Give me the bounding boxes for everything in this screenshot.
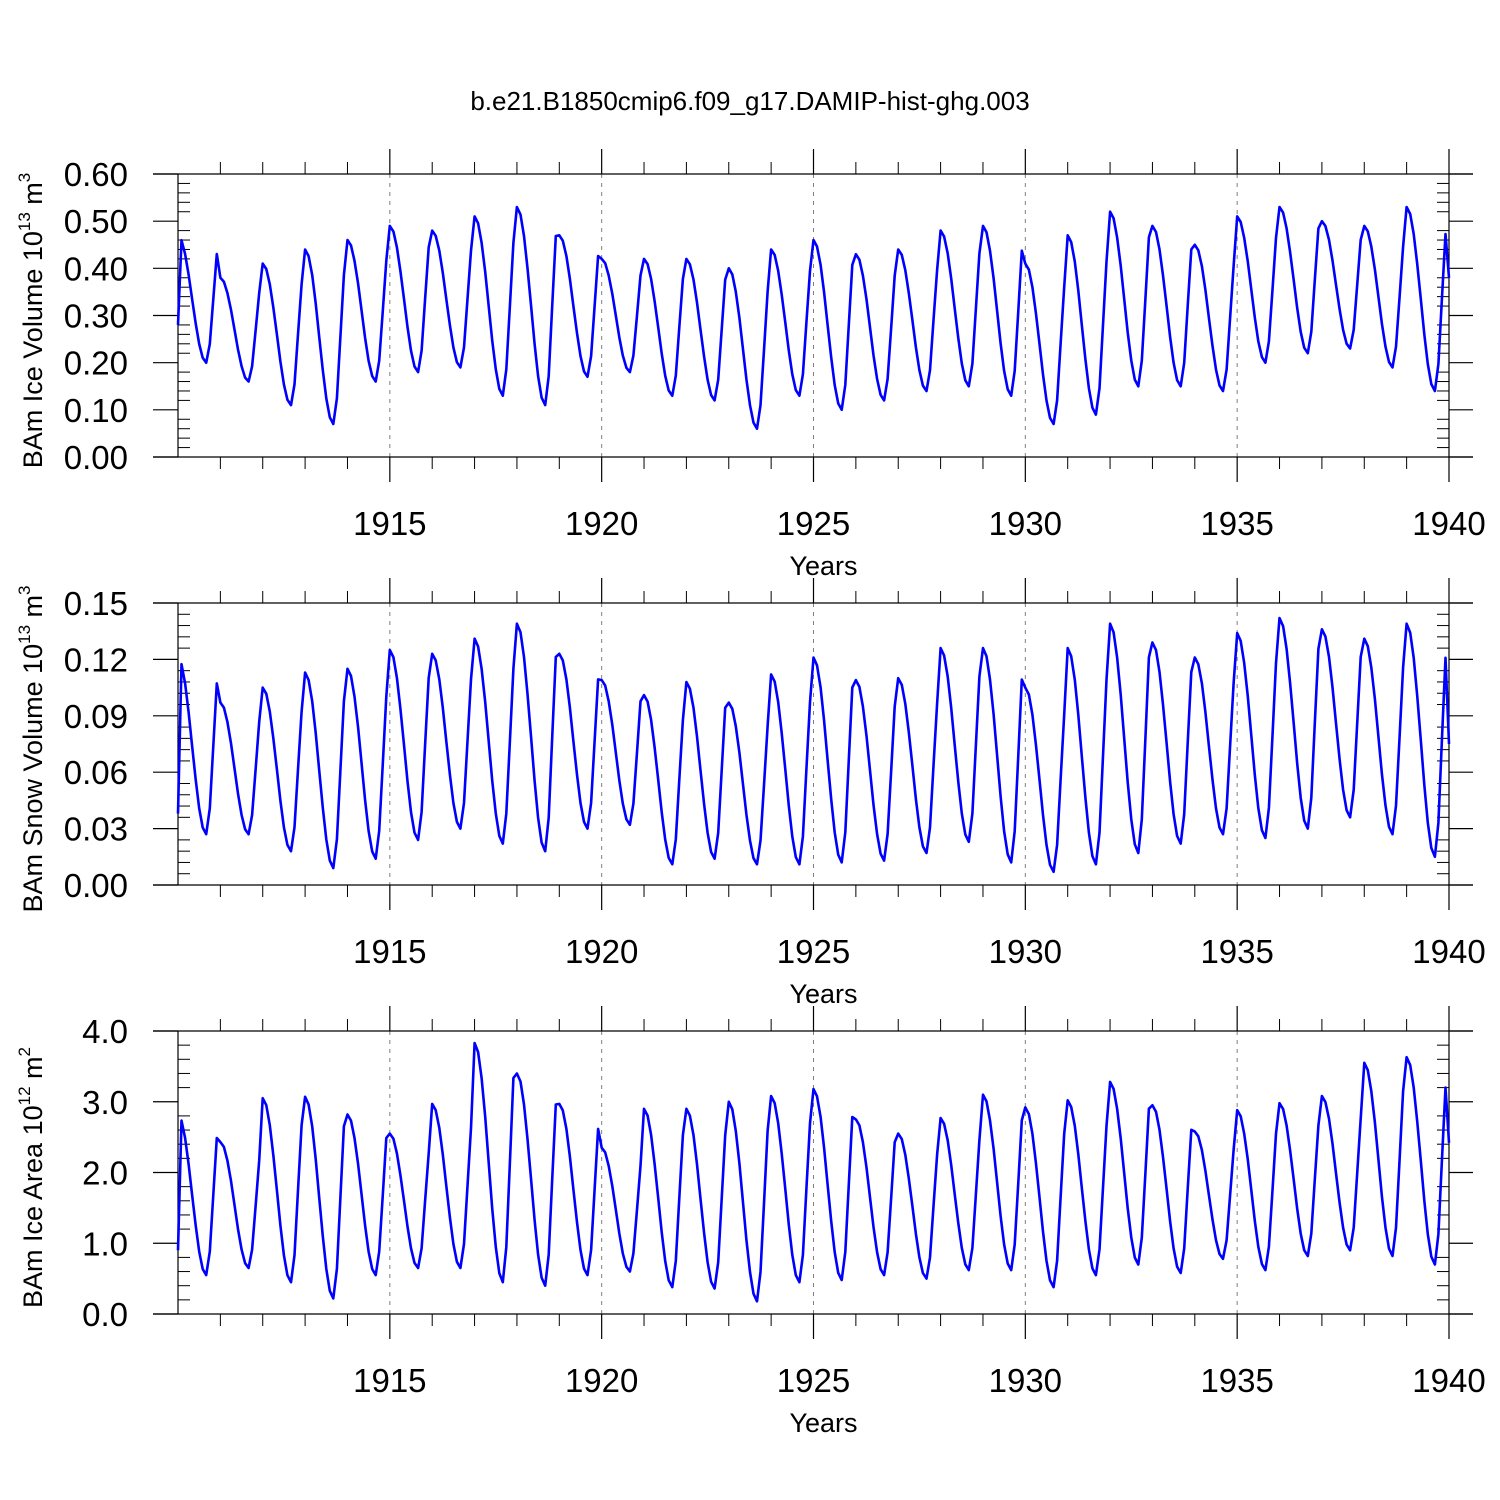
y-tick-label: 0.00 [64,867,128,904]
y-tick-label: 0.15 [64,585,128,622]
y-tick-label: 0.12 [64,641,128,678]
y-tick-label: 3.0 [82,1084,128,1121]
x-tick-label: 1935 [1200,1362,1273,1399]
y-tick-label: 0.10 [64,392,128,429]
x-tick-label: 1920 [565,1362,638,1399]
x-tick-label: 1930 [989,505,1062,542]
x-tick-label: 1915 [353,933,426,970]
y-tick-label: 0.06 [64,754,128,791]
y-tick-label: 0.30 [64,298,128,335]
x-axis-title: Years [789,1408,857,1438]
y-tick-label: 0.40 [64,250,128,287]
y-tick-label: 0.60 [64,156,128,193]
x-tick-label: 1915 [353,1362,426,1399]
ice-area-panel: 0.0 1.0 2.0 3.0 4.0 1915 1920 1925 1930 1935 1940 Y… [15,1006,1486,1438]
y-tick-label: 0.50 [64,203,128,240]
x-tick-label: 1920 [565,505,638,542]
snow-volume-panel: 0.00 0.03 0.06 0.09 0.12 0.15 1915 1920 1925 1930… [15,578,1486,1009]
y-tick-label: 0.0 [82,1296,128,1333]
x-tick-label: 1935 [1200,505,1273,542]
ice-volume-panel: 0.00 0.10 0.20 0.30 0.40 0.50 0.60 1915 1920 1925… [15,149,1486,581]
x-tick-label: 1930 [989,1362,1062,1399]
y-tick-label: 0.20 [64,345,128,382]
x-tick-label: 1925 [777,505,850,542]
series-line [176,616,1451,874]
series-line [176,1041,1451,1303]
x-tick-label: 1935 [1200,933,1273,970]
y-tick-label: 2.0 [82,1155,128,1192]
y-axis-title: BAm Snow Volume 1013 m3 [15,585,48,912]
series-line [176,205,1451,430]
y-tick-label: 4.0 [82,1013,128,1050]
x-axis-title: Years [789,551,857,581]
y-tick-label: 0.03 [64,811,128,848]
page-title: b.e21.B1850cmip6.f09_g17.DAMIP-hist-ghg.… [470,86,1030,116]
y-tick-label: 1.0 [82,1225,128,1262]
x-tick-label: 1925 [777,933,850,970]
x-tick-label: 1915 [353,505,426,542]
y-axis-title: BAm Ice Volume 1013 m3 [15,173,48,469]
x-tick-label: 1940 [1412,1362,1485,1399]
y-axis-title: BAm Ice Area 1012 m2 [15,1047,48,1308]
x-tick-label: 1920 [565,933,638,970]
x-axis-title: Years [789,979,857,1009]
x-tick-label: 1940 [1412,505,1485,542]
x-tick-label: 1940 [1412,933,1485,970]
y-tick-label: 0.00 [64,439,128,476]
x-tick-label: 1930 [989,933,1062,970]
y-tick-label: 0.09 [64,698,128,735]
x-tick-label: 1925 [777,1362,850,1399]
